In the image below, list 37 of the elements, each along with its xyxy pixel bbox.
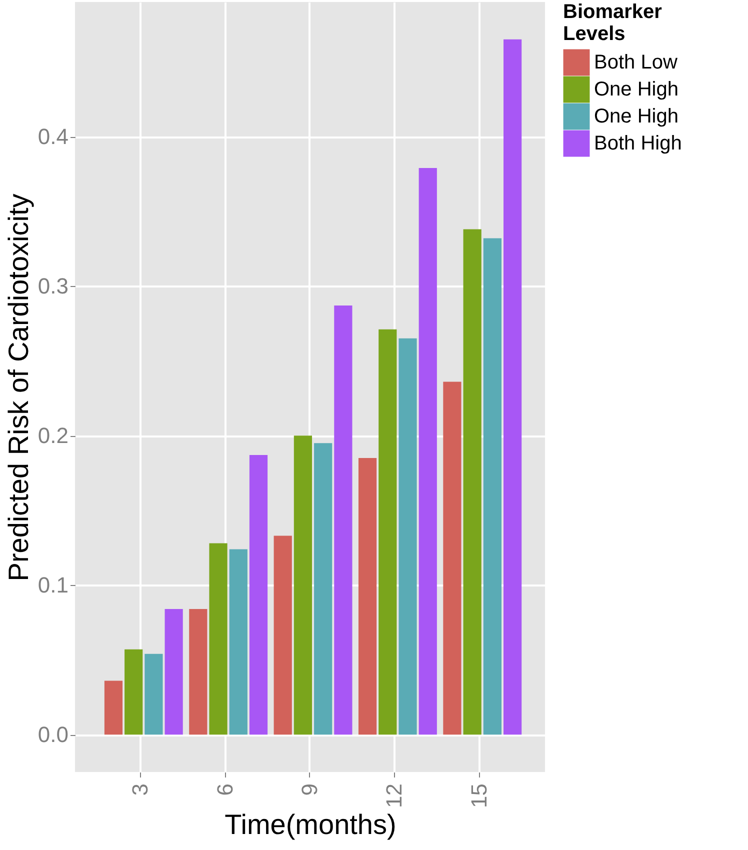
bar <box>104 680 123 735</box>
legend-label: One High <box>594 106 678 128</box>
y-axis-title: Predicted Risk of Cardiotoxicity <box>2 194 34 582</box>
bar <box>358 458 377 735</box>
bar <box>314 443 332 735</box>
legend-label: One High <box>594 78 678 100</box>
y-tick-label: 0.2 <box>38 423 68 448</box>
bar <box>124 649 143 735</box>
y-tick-label: 0.3 <box>38 274 68 299</box>
bar <box>378 329 397 735</box>
x-tick-label: 12 <box>382 784 407 808</box>
bar <box>443 382 462 735</box>
y-tick-label: 0.0 <box>38 722 68 748</box>
bar <box>334 306 352 735</box>
bar <box>189 609 208 735</box>
bar <box>229 549 248 735</box>
y-tick-label: 0.4 <box>38 124 68 150</box>
bar <box>463 229 482 735</box>
bar <box>144 654 163 735</box>
x-tick-label: 9 <box>297 784 322 796</box>
x-tick-label: 6 <box>212 784 238 796</box>
bar <box>294 436 312 735</box>
legend-label: Both High <box>594 132 682 154</box>
x-tick-label: 3 <box>128 784 153 796</box>
x-axis-title: Time(months) <box>224 808 396 840</box>
legend-title: Biomarker Levels <box>563 1 662 45</box>
bar <box>249 455 268 735</box>
bar <box>398 338 417 735</box>
bar <box>164 609 183 735</box>
bar <box>483 238 502 735</box>
x-tick-label: 15 <box>466 784 492 808</box>
y-tick-label: 0.1 <box>38 572 68 598</box>
bar <box>209 543 228 735</box>
bar <box>418 168 437 735</box>
bar <box>274 536 292 735</box>
bar <box>504 39 522 735</box>
legend-label: Both Low <box>594 52 678 74</box>
